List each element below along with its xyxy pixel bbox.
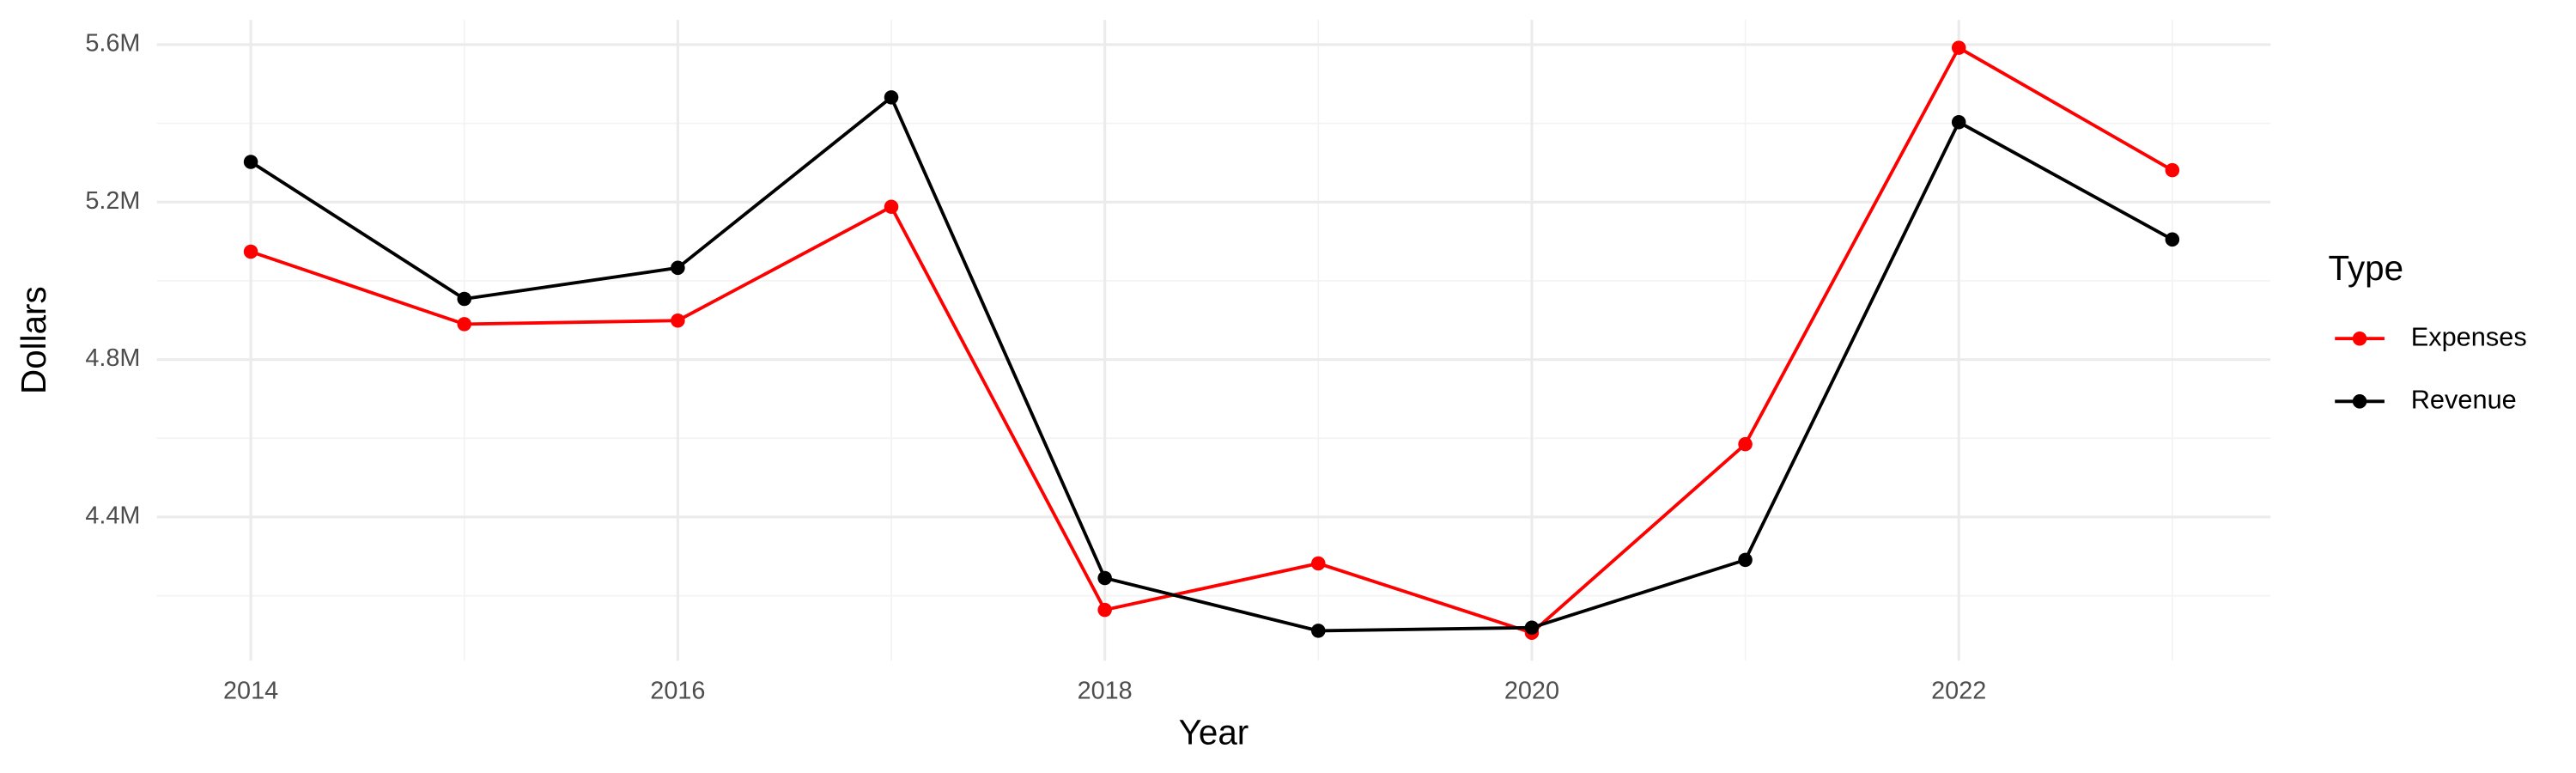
data-point (671, 260, 685, 276)
legend-entry: Expenses (2411, 321, 2527, 351)
plot-marks (243, 40, 2180, 640)
x-tick-label: 2020 (1504, 677, 1559, 704)
data-point (1097, 602, 1112, 618)
y-tick-label: 4.4M (85, 502, 140, 530)
data-point (884, 90, 899, 105)
data-point (1951, 40, 1966, 55)
legend-entry: Revenue (2411, 384, 2517, 414)
data-point (1311, 556, 1326, 571)
data-point (1524, 620, 1540, 636)
legend-key-point (2352, 394, 2367, 409)
series-line (250, 45, 2173, 635)
x-tick-label: 2014 (223, 677, 278, 704)
grid: 4.4M 4.8M 5.2M 5.6M 2014 2016 2018 2020 2022 (85, 20, 2271, 704)
x-axis-title: Year (1179, 712, 1249, 752)
x-tick-label: 2016 (650, 677, 705, 704)
data-point (243, 244, 258, 259)
legend: Type Expenses Revenue (2329, 248, 2527, 414)
y-tick-label: 4.8M (85, 344, 140, 372)
y-tick-label: 5.2M (85, 187, 140, 215)
data-point (457, 317, 472, 332)
data-point (457, 291, 472, 307)
data-point (671, 313, 685, 328)
x-tick-label: 2022 (1931, 677, 1986, 704)
data-point (1097, 570, 1112, 586)
data-point (243, 155, 258, 169)
y-tick-label: 5.6M (85, 30, 140, 58)
legend-title: Type (2329, 248, 2404, 288)
data-point (1738, 552, 1753, 568)
data-point (1311, 624, 1326, 638)
data-point (2165, 162, 2180, 178)
data-point (1738, 436, 1753, 452)
data-point (884, 199, 899, 215)
legend-key-point (2352, 331, 2367, 346)
data-point (1951, 114, 1966, 130)
x-tick-label: 2018 (1078, 677, 1133, 704)
y-axis-title: Dollars (14, 286, 53, 394)
series-line (250, 94, 2173, 633)
data-point (2165, 232, 2180, 247)
